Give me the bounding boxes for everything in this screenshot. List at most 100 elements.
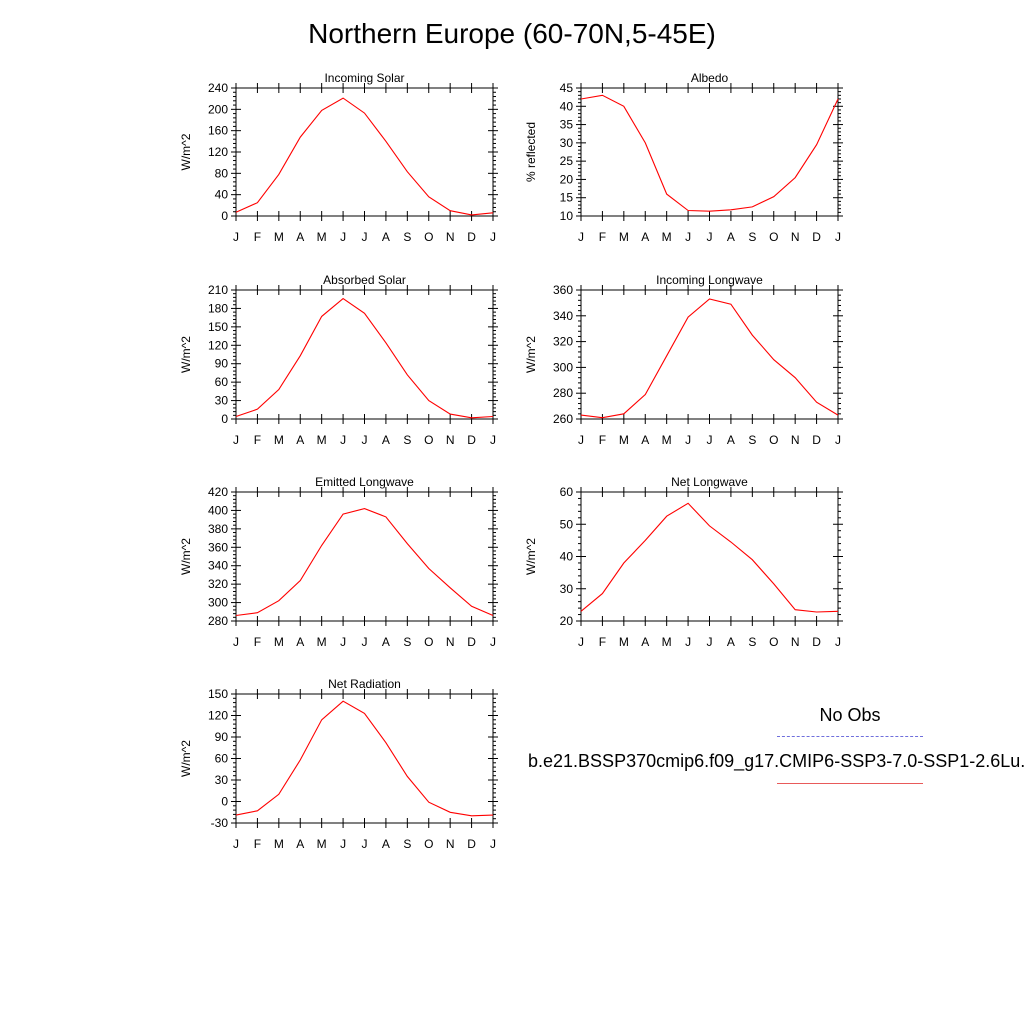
y-tick-label: 20 [560, 614, 574, 628]
x-tick-label: A [641, 635, 649, 649]
x-tick-label: J [490, 433, 496, 447]
chart-panel-5: Emitted Longwave W/m^2 280 300 320 340 360 380 4… [179, 475, 498, 649]
x-tick-label: O [424, 433, 433, 447]
plot-frame [580, 87, 839, 217]
y-tick-label: 320 [553, 335, 573, 349]
y-tick-label: 340 [553, 309, 573, 323]
x-tick-label: D [812, 635, 821, 649]
x-tick-label: S [403, 635, 411, 649]
y-tick-label: 150 [208, 320, 228, 334]
y-tick-label: 35 [560, 118, 574, 132]
series-line [580, 94, 839, 212]
x-tick-label: D [467, 433, 476, 447]
panel-title: Incoming Longwave [656, 273, 763, 287]
y-tick-label: 180 [208, 301, 228, 315]
x-tick-label: D [812, 230, 821, 244]
panel-title: Net Longwave [671, 475, 748, 489]
x-tick-label: A [727, 433, 735, 447]
x-tick-label: D [467, 837, 476, 851]
x-tick-label: N [791, 230, 800, 244]
x-tick-label: S [403, 837, 411, 851]
x-tick-label: N [446, 837, 455, 851]
y-axis-label: W/m^2 [179, 538, 193, 575]
x-tick-label: F [599, 230, 606, 244]
y-tick-label: 300 [553, 360, 573, 374]
x-tick-label: N [791, 433, 800, 447]
x-tick-label: F [599, 635, 606, 649]
plot-frame [580, 491, 839, 622]
x-tick-label: O [769, 230, 778, 244]
x-tick-label: D [467, 230, 476, 244]
x-tick-label: J [835, 433, 841, 447]
x-tick-label: M [662, 635, 672, 649]
series-line [580, 502, 839, 613]
x-tick-label: A [296, 837, 304, 851]
x-tick-label: N [446, 433, 455, 447]
y-tick-label: 30 [215, 773, 229, 787]
y-tick-label: 15 [560, 191, 574, 205]
chart-panel-4: Incoming Longwave W/m^2 260 280 300 320 340 360… [524, 273, 843, 447]
x-tick-label: J [685, 230, 691, 244]
x-tick-label: D [467, 635, 476, 649]
y-axis-label: W/m^2 [179, 133, 193, 170]
y-tick-label: 90 [215, 357, 229, 371]
x-tick-label: J [362, 837, 368, 851]
page-title: Northern Europe (60-70N,5-45E) [308, 18, 716, 49]
x-tick-label: J [362, 635, 368, 649]
x-tick-label: N [791, 635, 800, 649]
x-tick-label: J [835, 635, 841, 649]
y-tick-label: 320 [208, 577, 228, 591]
legend-obs-line [777, 736, 923, 737]
x-tick-label: A [641, 230, 649, 244]
x-tick-label: M [662, 433, 672, 447]
x-tick-label: F [599, 433, 606, 447]
y-tick-label: 400 [208, 503, 228, 517]
y-tick-label: 340 [208, 559, 228, 573]
x-tick-label: M [662, 230, 672, 244]
series-line [235, 97, 494, 216]
x-tick-label: J [707, 433, 713, 447]
y-tick-label: 60 [215, 752, 229, 766]
x-tick-label: M [274, 635, 284, 649]
x-tick-label: J [490, 230, 496, 244]
x-tick-label: N [446, 230, 455, 244]
x-tick-label: A [641, 433, 649, 447]
y-tick-label: 260 [553, 412, 573, 426]
x-tick-label: J [340, 433, 346, 447]
x-tick-label: J [578, 433, 584, 447]
x-tick-label: A [296, 635, 304, 649]
x-tick-label: D [812, 433, 821, 447]
x-tick-label: S [748, 635, 756, 649]
x-tick-label: M [317, 433, 327, 447]
series-line [580, 298, 839, 419]
y-tick-label: 90 [215, 730, 229, 744]
x-tick-label: F [254, 635, 261, 649]
x-tick-label: J [233, 433, 239, 447]
panel-title: Albedo [691, 71, 729, 85]
y-tick-label: 420 [208, 485, 228, 499]
x-tick-label: J [835, 230, 841, 244]
x-tick-label: J [362, 433, 368, 447]
x-tick-label: A [382, 433, 390, 447]
chart-panel-3: Absorbed Solar W/m^2 0 30 60 90 120 150 180 210 J F… [179, 273, 498, 447]
x-tick-label: J [490, 837, 496, 851]
y-axis-label: W/m^2 [524, 538, 538, 575]
x-tick-label: J [233, 635, 239, 649]
series-line [235, 508, 494, 617]
y-tick-label: 60 [215, 375, 229, 389]
x-tick-label: F [254, 230, 261, 244]
x-tick-label: J [707, 230, 713, 244]
x-tick-label: M [274, 230, 284, 244]
y-tick-label: 60 [560, 485, 574, 499]
y-tick-label: 160 [208, 124, 228, 138]
legend-case-line [777, 783, 923, 784]
legend-obs-label: No Obs [819, 705, 881, 725]
x-tick-label: S [748, 433, 756, 447]
series-line [235, 700, 494, 817]
series-line [235, 297, 494, 419]
y-tick-label: 40 [560, 99, 574, 113]
